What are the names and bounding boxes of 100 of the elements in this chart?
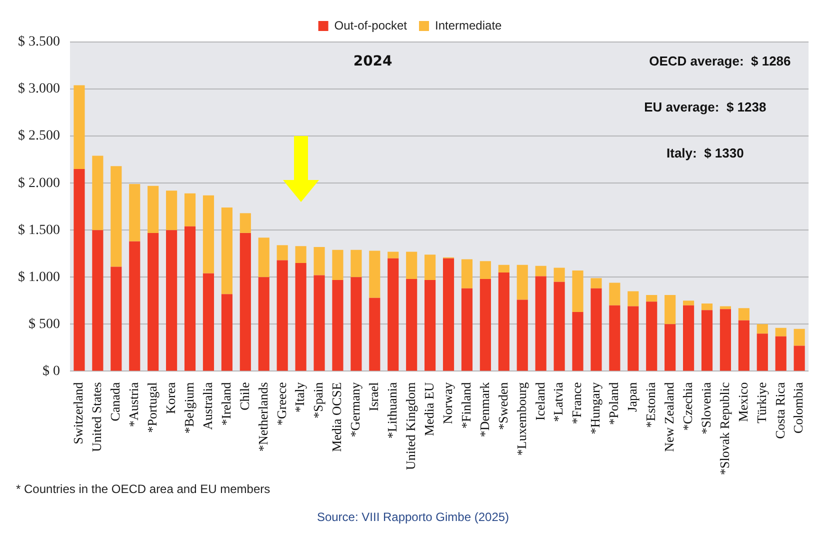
bar bbox=[332, 280, 344, 371]
x-tick-label: Türkiye bbox=[754, 382, 769, 424]
x-tick-label: *Italy bbox=[292, 382, 308, 413]
x-tick-label: *Netherlands bbox=[255, 382, 270, 452]
bar bbox=[350, 250, 362, 278]
bar bbox=[240, 232, 251, 371]
bar bbox=[535, 266, 546, 276]
bar bbox=[166, 230, 178, 371]
bar bbox=[221, 294, 232, 371]
x-tick-label: Chile bbox=[236, 382, 252, 410]
bar bbox=[756, 334, 768, 371]
annotation: Italy: $ 1330 bbox=[666, 146, 744, 161]
y-tick-label: $ 2.000 bbox=[18, 176, 60, 191]
x-tick-label: Australia bbox=[200, 382, 215, 430]
bar bbox=[535, 276, 546, 371]
x-tick-label: *Slovenia bbox=[698, 382, 714, 434]
x-tick-label: Canada bbox=[108, 382, 123, 422]
bar bbox=[442, 258, 454, 371]
bar bbox=[276, 260, 288, 371]
bar bbox=[406, 279, 418, 371]
x-tick-label: Norway bbox=[440, 382, 455, 424]
annotation: OECD average: $ 1286 bbox=[649, 53, 791, 68]
x-tick-label: Colombia bbox=[790, 382, 806, 434]
bar bbox=[424, 280, 436, 371]
bar bbox=[184, 193, 196, 226]
x-tick-label: *Estonia bbox=[643, 382, 658, 428]
bar bbox=[202, 273, 214, 371]
bar bbox=[350, 277, 362, 371]
y-tick-label: $ 3.000 bbox=[18, 82, 60, 97]
bar bbox=[258, 277, 270, 371]
bar bbox=[110, 166, 122, 267]
bar bbox=[775, 336, 786, 371]
x-tick-label: *France bbox=[569, 382, 584, 424]
x-tick-label: *Latvia bbox=[550, 382, 566, 422]
x-tick-label: Korea bbox=[162, 382, 178, 414]
bar bbox=[369, 298, 380, 371]
y-tick-label: $ 500 bbox=[28, 316, 60, 332]
bar bbox=[166, 190, 178, 230]
x-tick-label: Israel bbox=[366, 382, 382, 412]
bar bbox=[148, 186, 159, 233]
bar bbox=[498, 264, 510, 272]
y-tick-label: $ 2.500 bbox=[18, 128, 60, 144]
bar bbox=[646, 302, 658, 371]
bar bbox=[646, 295, 658, 302]
x-tick-label: *Slovak Republic bbox=[716, 382, 732, 475]
bar bbox=[240, 213, 251, 233]
bar bbox=[221, 208, 232, 294]
legend-label: Intermediate bbox=[434, 18, 502, 32]
bar bbox=[258, 238, 270, 278]
y-tick-label: $ 1.500 bbox=[18, 222, 60, 238]
annotation: 2024 bbox=[353, 53, 393, 70]
bar bbox=[148, 232, 159, 371]
bar bbox=[554, 282, 565, 371]
bar bbox=[683, 305, 694, 371]
bar bbox=[314, 247, 325, 276]
bar bbox=[738, 320, 750, 371]
bar bbox=[701, 303, 713, 310]
bar bbox=[738, 308, 750, 320]
x-tick-label: Media EU bbox=[421, 382, 436, 436]
x-tick-label: *Poland bbox=[606, 382, 622, 425]
x-tick-label: Mexico bbox=[735, 382, 750, 422]
x-tick-label: *Czechia bbox=[680, 382, 695, 431]
bar bbox=[775, 328, 786, 336]
bar bbox=[74, 168, 85, 371]
bar bbox=[609, 282, 620, 306]
bar bbox=[388, 252, 399, 258]
bar bbox=[295, 246, 306, 264]
bar bbox=[628, 291, 639, 306]
x-tick-label: Japan bbox=[624, 382, 640, 412]
text: * Countries in the OECD area and EU members bbox=[16, 482, 272, 496]
x-tick-label: *Lithuania bbox=[384, 382, 400, 439]
bar bbox=[756, 324, 768, 334]
bar bbox=[572, 312, 584, 371]
bar bbox=[92, 230, 104, 371]
x-tick-label: *Portugal bbox=[144, 382, 160, 433]
x-tick-label: United States bbox=[89, 382, 104, 452]
x-tick-label: *Ireland bbox=[218, 382, 234, 426]
x-tick-label: *Hungary bbox=[588, 382, 603, 434]
bar bbox=[110, 266, 122, 371]
x-tick-label: New Zealand bbox=[662, 382, 676, 452]
bar bbox=[590, 278, 602, 288]
x-tick-label: *Spain bbox=[310, 382, 326, 418]
bar bbox=[664, 295, 676, 324]
x-tick-label: *Germany bbox=[348, 382, 363, 438]
bar bbox=[701, 310, 713, 371]
y-tick-label: $ 0 bbox=[42, 364, 60, 379]
bar bbox=[461, 259, 473, 288]
x-tick-label: *Belgium bbox=[181, 382, 196, 434]
bar bbox=[295, 263, 306, 371]
bar bbox=[628, 306, 639, 371]
bar bbox=[332, 250, 344, 280]
x-tick-label: *Sweden bbox=[495, 382, 510, 430]
bar bbox=[480, 261, 491, 280]
bar bbox=[609, 305, 620, 371]
annotation: EU average: $ 1238 bbox=[644, 99, 766, 114]
bar bbox=[664, 324, 676, 371]
bar bbox=[498, 272, 510, 371]
bar bbox=[129, 241, 140, 371]
y-tick-label: $ 1.000 bbox=[18, 270, 60, 285]
bar bbox=[406, 252, 418, 280]
